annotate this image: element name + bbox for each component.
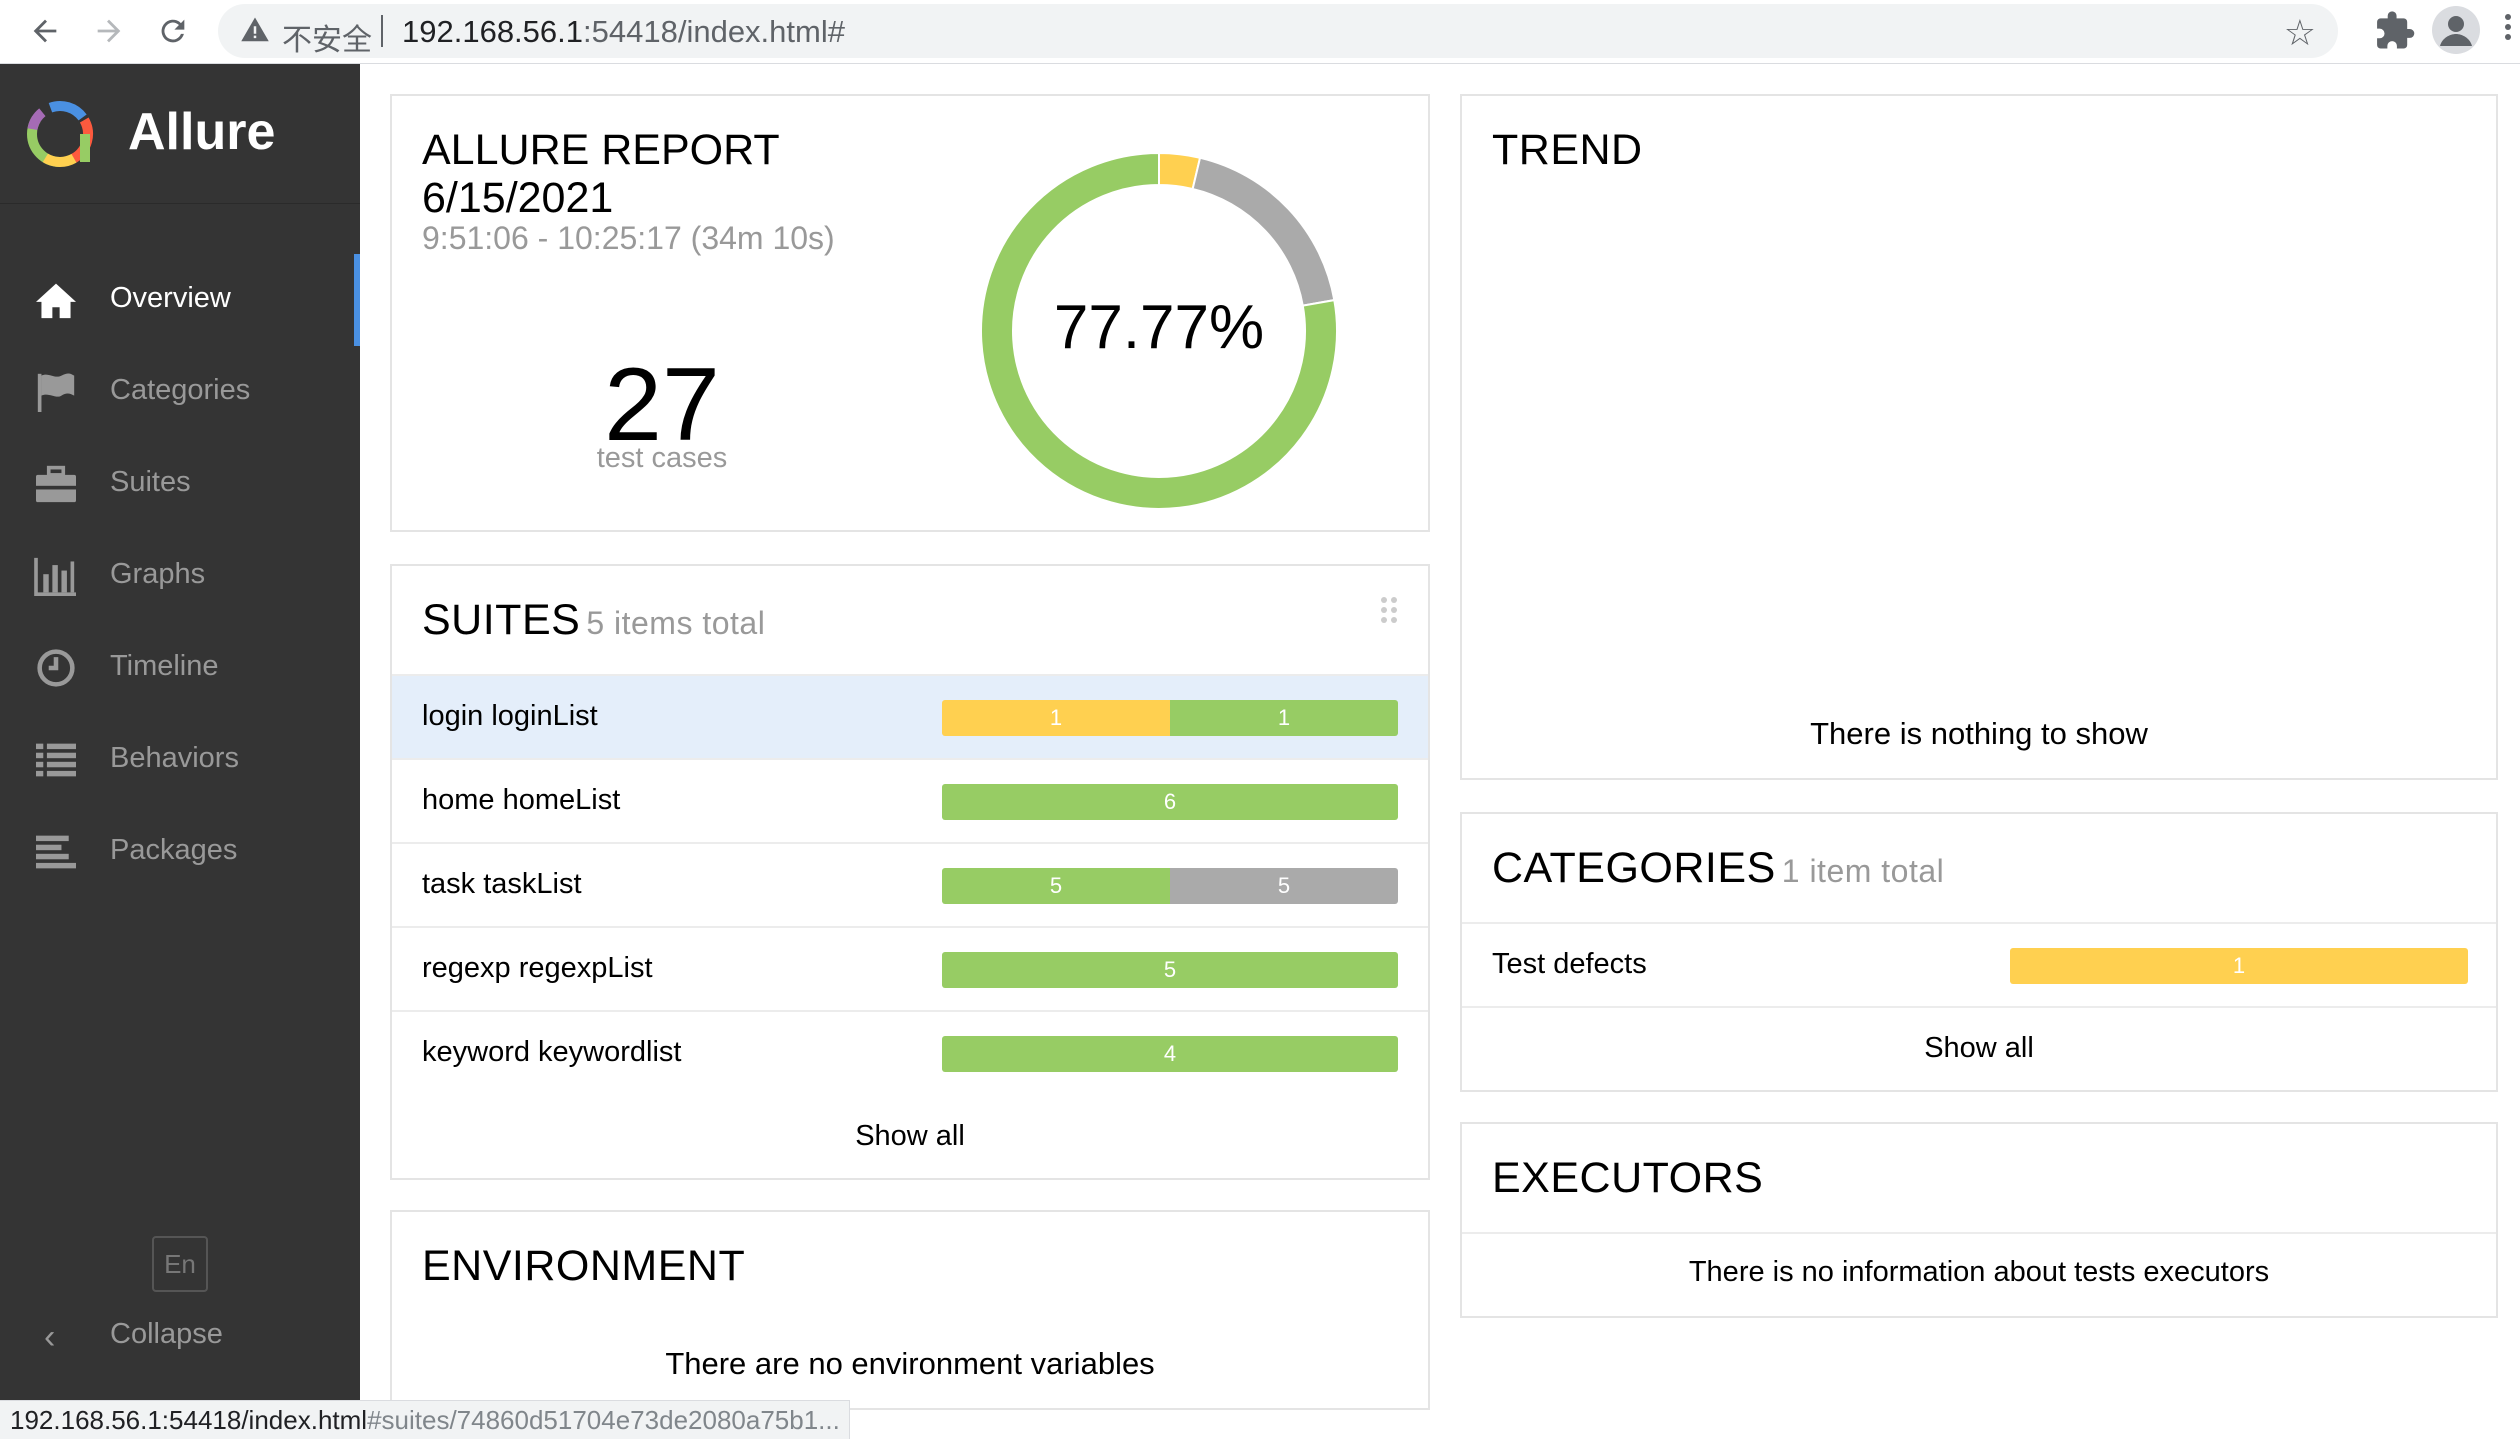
bar-segment-passed: 6 [942,784,1398,820]
pass-percentage: 77.77% [1054,293,1264,362]
categories-footer: Show all [1462,1006,2496,1090]
bar-segment-broken: 1 [942,700,1170,736]
suite-row[interactable]: home homeList 6 [392,758,1428,842]
collapse-button[interactable]: ‹ Collapse [0,1304,360,1364]
omnibox-divider [381,15,383,47]
language-selector[interactable]: En [152,1236,208,1292]
report-title: ALLURE REPORT 6/15/2021 [422,126,780,222]
briefcase-icon [36,465,76,503]
list-icon [36,743,76,777]
sidebar-item-graphs[interactable]: Graphs [0,530,360,622]
browser-menu-icon[interactable] [2498,10,2518,50]
reload-icon[interactable] [148,6,198,56]
suite-row[interactable]: regexp regexpList 5 [392,926,1428,1010]
categories-title: CATEGORIES 1 item total [1492,844,1945,892]
category-status-bar[interactable]: 1 [2010,948,2468,984]
suite-status-bar[interactable]: 6 [942,784,1398,820]
bookmark-star-icon[interactable]: ☆ [2283,12,2316,53]
suite-name: regexp regexpList [422,952,653,984]
brand-name: Allure [128,103,276,161]
status-donut-chart[interactable]: 77.77% [974,146,1344,516]
suites-show-all-link[interactable]: Show all [855,1120,965,1152]
report-time: 9:51:06 - 10:25:17 (34m 10s) [422,220,835,256]
sidebar-item-label: Overview [110,282,231,314]
suites-widget: SUITES 5 items total login loginList 1 1 hom… [390,564,1430,1180]
suite-row[interactable]: task taskList 5 5 [392,842,1428,926]
suite-name: login loginList [422,700,598,732]
trend-empty-message: There is nothing to show [1810,716,2148,751]
clock-icon [37,649,75,687]
trend-title: TREND [1492,126,1643,174]
sidebar-item-overview[interactable]: Overview [0,254,360,346]
security-label: 不安全 [282,24,372,57]
address-bar[interactable]: 不安全 192.168.56.1:54418/index.html# ☆ [218,4,2338,58]
sidebar-item-label: Packages [110,834,238,866]
environment-widget: ENVIRONMENT There are no environment var… [390,1210,1430,1410]
align-left-icon [36,835,76,869]
executors-empty-message: There is no information about tests exec… [1688,1256,2270,1288]
allure-logo-icon [27,101,93,167]
executors-body: There is no information about tests exec… [1462,1232,2496,1316]
category-name: Test defects [1492,948,1647,980]
bar-segment-passed: 4 [942,1036,1398,1072]
bar-segment-passed: 5 [942,952,1398,988]
donut-slice-passed[interactable] [980,151,1338,510]
home-icon [36,283,76,319]
sidebar-item-packages[interactable]: Packages [0,806,360,898]
suite-name: keyword keywordlist [422,1036,682,1068]
executors-title: EXECUTORS [1492,1154,1764,1202]
bar-segment-broken: 1 [2010,948,2468,984]
category-row[interactable]: Test defects 1 [1462,922,2496,1006]
categories-widget: CATEGORIES 1 item total Test defects 1 Sh… [1460,812,2498,1092]
trend-widget: TREND There is nothing to show [1460,94,2498,780]
drag-handle-icon[interactable] [1380,596,1398,624]
sidebar-item-label: Categories [110,374,251,406]
categories-show-all-link[interactable]: Show all [1924,1032,2034,1064]
suite-status-bar[interactable]: 5 [942,952,1398,988]
suites-title: SUITES 5 items total [422,596,766,644]
total-test-count: 27 [604,347,720,463]
bar-segment-skipped: 5 [1170,868,1398,904]
environment-empty-message: There are no environment variables [665,1346,1155,1381]
bar-segment-passed: 1 [1170,700,1398,736]
suite-status-bar[interactable]: 4 [942,1036,1398,1072]
url-text[interactable]: 192.168.56.1:54418/index.html# [402,14,845,49]
suite-name: home homeList [422,784,621,816]
extensions-puzzle-icon[interactable] [2370,6,2420,56]
warning-icon [241,17,269,42]
environment-title: ENVIRONMENT [422,1242,746,1290]
link-status-bar: 192.168.56.1:54418/index.html#suites/748… [0,1400,850,1439]
bar-chart-icon [34,557,76,596]
sidebar-item-label: Timeline [110,650,219,682]
sidebar-item-label: Suites [110,466,191,498]
collapse-label: Collapse [110,1318,223,1350]
chevron-left-icon: ‹ [44,1318,56,1356]
forward-arrow-icon[interactable] [84,6,134,56]
sidebar: Allure Overview Categories Suites Graphs… [0,64,360,1439]
sidebar-item-label: Behaviors [110,742,239,774]
suite-name: task taskList [422,868,582,900]
total-test-label: test cases [596,442,728,474]
profile-avatar-icon[interactable] [2432,6,2480,54]
flag-icon [37,373,75,412]
suite-row[interactable]: login loginList 1 1 [392,674,1428,758]
summary-widget: ALLURE REPORT 6/15/2021 9:51:06 - 10:25:… [390,94,1430,532]
sidebar-item-label: Graphs [110,558,206,590]
back-arrow-icon[interactable] [20,6,70,56]
sidebar-item-suites[interactable]: Suites [0,438,360,530]
donut-slice-skipped[interactable] [1191,156,1336,307]
sidebar-item-categories[interactable]: Categories [0,346,360,438]
bar-segment-passed: 5 [942,868,1170,904]
sidebar-item-behaviors[interactable]: Behaviors [0,714,360,806]
browser-toolbar: 不安全 192.168.56.1:54418/index.html# ☆ [0,0,2520,64]
brand[interactable]: Allure [0,64,360,204]
suite-row[interactable]: keyword keywordlist 4 [392,1010,1428,1094]
executors-widget: EXECUTORS There is no information about … [1460,1122,2498,1318]
sidebar-item-timeline[interactable]: Timeline [0,622,360,714]
